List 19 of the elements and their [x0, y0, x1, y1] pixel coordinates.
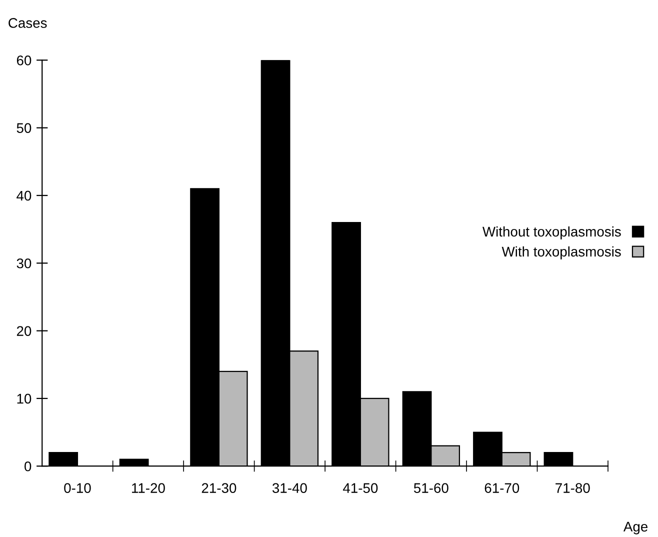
- x-tick-label: 21-30: [202, 483, 236, 493]
- x-tick-label: 41-50: [342, 483, 378, 493]
- y-tick-label: 60: [16, 55, 32, 66]
- x-tick-label: 31-40: [272, 483, 307, 493]
- legend-label: Without toxoplasmosis: [482, 226, 621, 240]
- y-tick-label: 30: [16, 258, 32, 268]
- y-tick-label: 50: [16, 123, 32, 133]
- y-tick-label: 0: [24, 461, 32, 472]
- x-axis-title: Age: [623, 522, 648, 534]
- legend-label: With toxoplasmosis: [502, 246, 621, 260]
- y-tick-label: 20: [16, 326, 32, 336]
- x-tick-label: 51-60: [414, 483, 448, 493]
- y-tick-label: 40: [16, 190, 32, 201]
- y-axis-title: Cases: [8, 18, 47, 28]
- x-tick-label: 0-10: [64, 483, 91, 493]
- x-tick-label: 71-80: [556, 483, 590, 493]
- x-tick-label: 11-20: [132, 483, 165, 493]
- x-tick-label: 61-70: [484, 483, 520, 493]
- y-tick-label: 10: [17, 394, 32, 404]
